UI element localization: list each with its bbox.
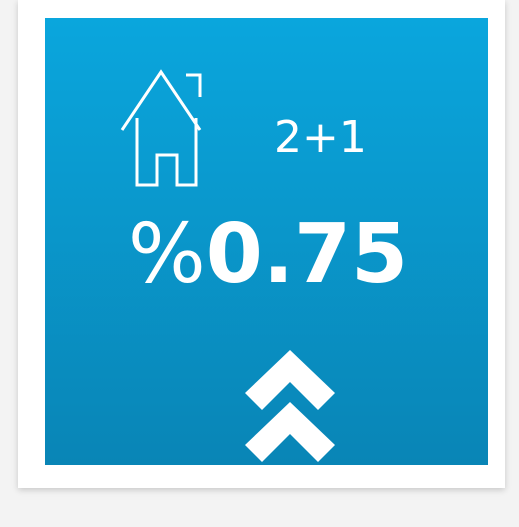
rate-symbol: %	[128, 207, 206, 302]
rate: %0.75	[128, 207, 408, 302]
house-icon	[120, 69, 202, 187]
up-chevrons	[245, 350, 335, 462]
room-count: 2+1	[274, 112, 367, 163]
rate-value: 0.75	[206, 207, 408, 302]
